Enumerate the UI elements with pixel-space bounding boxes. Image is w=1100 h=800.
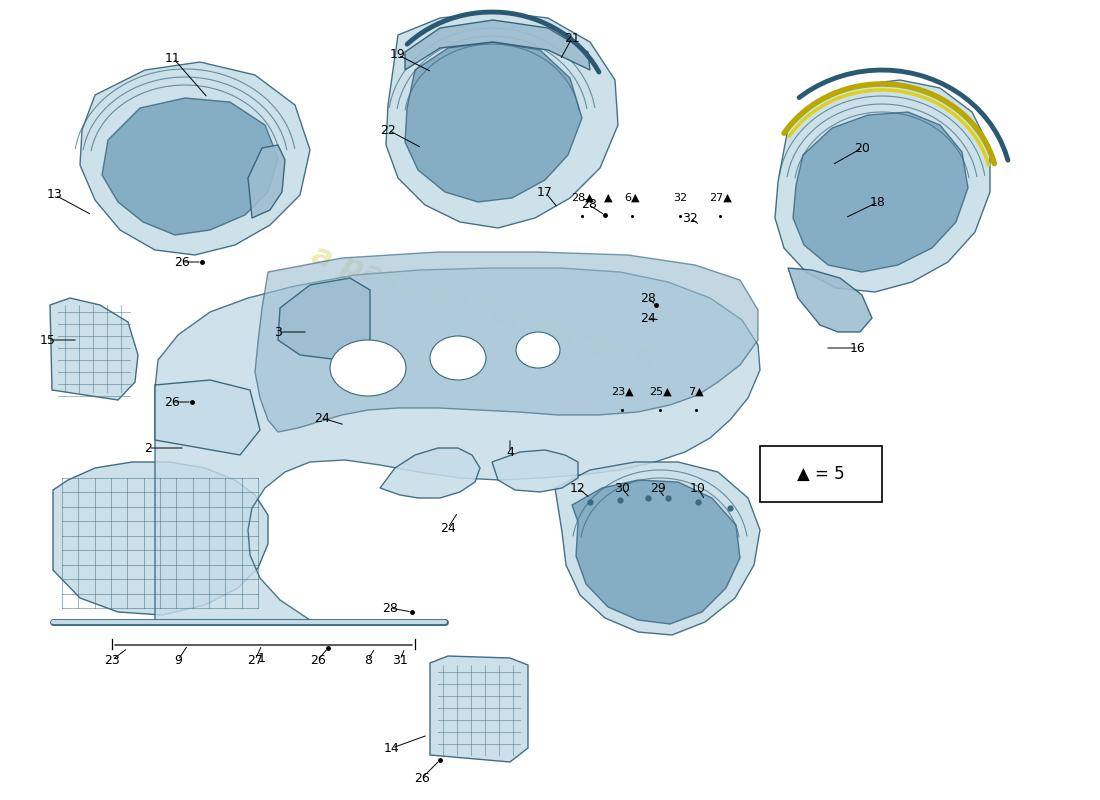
Ellipse shape [516,332,560,368]
Text: 4: 4 [506,446,514,458]
Text: 24: 24 [440,522,455,534]
Text: 18: 18 [870,195,886,209]
Text: 20: 20 [854,142,870,154]
Text: 17: 17 [537,186,553,198]
Polygon shape [379,448,480,498]
Text: 10: 10 [690,482,706,494]
Text: 6▲: 6▲ [625,193,640,203]
Text: 2: 2 [144,442,152,454]
Text: 14: 14 [384,742,400,754]
Polygon shape [248,145,285,218]
Text: 29: 29 [650,482,666,494]
Polygon shape [102,98,278,235]
Text: 19: 19 [390,49,406,62]
Text: 3: 3 [274,326,282,338]
Text: 27: 27 [248,654,263,666]
Text: 1: 1 [258,651,266,665]
Ellipse shape [430,336,486,380]
Text: 26: 26 [174,255,190,269]
Text: 21: 21 [564,31,580,45]
Polygon shape [776,80,990,292]
Polygon shape [492,450,578,492]
Polygon shape [430,656,528,762]
Polygon shape [255,252,758,432]
Text: 7▲: 7▲ [689,387,704,397]
Polygon shape [572,480,740,624]
Text: ▲ = 5: ▲ = 5 [798,465,845,483]
Polygon shape [793,112,968,272]
Polygon shape [155,268,760,620]
Text: 28: 28 [382,602,398,614]
Polygon shape [386,12,618,228]
Text: 32: 32 [673,193,688,203]
Text: 26: 26 [310,654,326,666]
Polygon shape [405,42,582,202]
Text: 15: 15 [40,334,56,346]
Text: 13: 13 [47,189,63,202]
Text: 16: 16 [850,342,866,354]
Polygon shape [405,20,590,70]
Polygon shape [53,462,268,615]
Polygon shape [556,462,760,635]
Polygon shape [788,268,872,332]
Text: a passion for parts.fi...: a passion for parts.fi... [308,241,692,390]
Text: 27▲: 27▲ [708,193,732,203]
Ellipse shape [330,340,406,396]
Text: 23▲: 23▲ [610,387,634,397]
Text: ▲: ▲ [604,193,613,203]
Polygon shape [278,278,370,360]
Polygon shape [50,298,138,400]
Text: 24: 24 [640,311,656,325]
Polygon shape [80,62,310,255]
Text: 9: 9 [174,654,182,666]
Text: 32: 32 [682,211,697,225]
Text: 26: 26 [414,771,430,785]
Text: 25▲: 25▲ [649,387,671,397]
Text: 24: 24 [315,411,330,425]
Text: 28: 28 [581,198,597,211]
Polygon shape [155,380,260,455]
Text: 8: 8 [364,654,372,666]
FancyBboxPatch shape [760,446,882,502]
Text: 26: 26 [164,395,180,409]
Text: 31: 31 [392,654,408,666]
Text: 12: 12 [570,482,586,494]
Text: 22: 22 [381,123,396,137]
Text: 28: 28 [640,291,656,305]
Text: 11: 11 [165,51,180,65]
Text: 30: 30 [614,482,630,494]
Text: 23: 23 [104,654,120,666]
Text: 28▲: 28▲ [571,193,593,203]
